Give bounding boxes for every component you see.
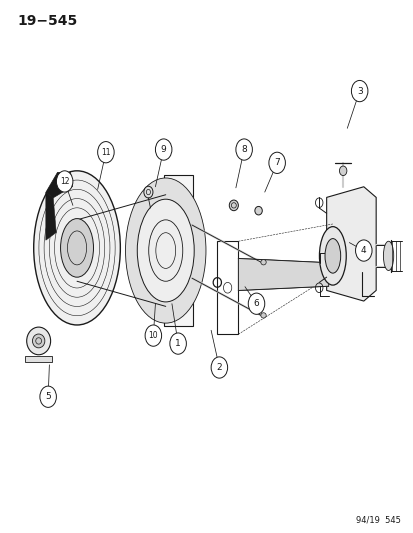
Ellipse shape	[319, 227, 345, 285]
Ellipse shape	[125, 178, 206, 323]
Text: 3: 3	[356, 86, 362, 95]
Circle shape	[351, 80, 367, 102]
Circle shape	[145, 325, 161, 346]
Ellipse shape	[260, 260, 266, 265]
Ellipse shape	[260, 313, 266, 318]
Circle shape	[235, 139, 252, 160]
Text: 10: 10	[148, 331, 158, 340]
Text: 1: 1	[175, 339, 180, 348]
Polygon shape	[326, 187, 375, 301]
Polygon shape	[216, 241, 238, 334]
Ellipse shape	[26, 327, 50, 355]
Ellipse shape	[144, 186, 152, 198]
Text: 6: 6	[253, 299, 259, 308]
Text: 19−545: 19−545	[17, 14, 77, 28]
Ellipse shape	[135, 195, 196, 306]
Ellipse shape	[382, 241, 393, 270]
Text: 2: 2	[216, 363, 222, 372]
Ellipse shape	[60, 219, 93, 277]
Circle shape	[248, 293, 264, 314]
Polygon shape	[46, 192, 56, 240]
Circle shape	[155, 139, 171, 160]
Circle shape	[97, 142, 114, 163]
Text: 7: 7	[273, 158, 279, 167]
Ellipse shape	[324, 239, 340, 273]
Polygon shape	[46, 172, 73, 198]
Text: 11: 11	[101, 148, 110, 157]
Text: 94/19  545: 94/19 545	[355, 515, 400, 524]
Text: 8: 8	[241, 145, 247, 154]
Text: 4: 4	[360, 246, 366, 255]
Circle shape	[56, 171, 73, 192]
Ellipse shape	[33, 171, 120, 325]
Polygon shape	[238, 259, 328, 290]
FancyBboxPatch shape	[163, 175, 192, 326]
Circle shape	[268, 152, 285, 173]
Circle shape	[355, 240, 371, 261]
Ellipse shape	[254, 206, 262, 215]
Text: 9: 9	[160, 145, 166, 154]
Text: 12: 12	[60, 177, 69, 186]
Circle shape	[169, 333, 186, 354]
Ellipse shape	[339, 166, 346, 175]
Circle shape	[40, 386, 56, 407]
Polygon shape	[25, 356, 52, 362]
Ellipse shape	[229, 200, 238, 211]
Ellipse shape	[137, 199, 194, 302]
Circle shape	[211, 357, 227, 378]
Text: 5: 5	[45, 392, 51, 401]
Ellipse shape	[32, 334, 45, 348]
